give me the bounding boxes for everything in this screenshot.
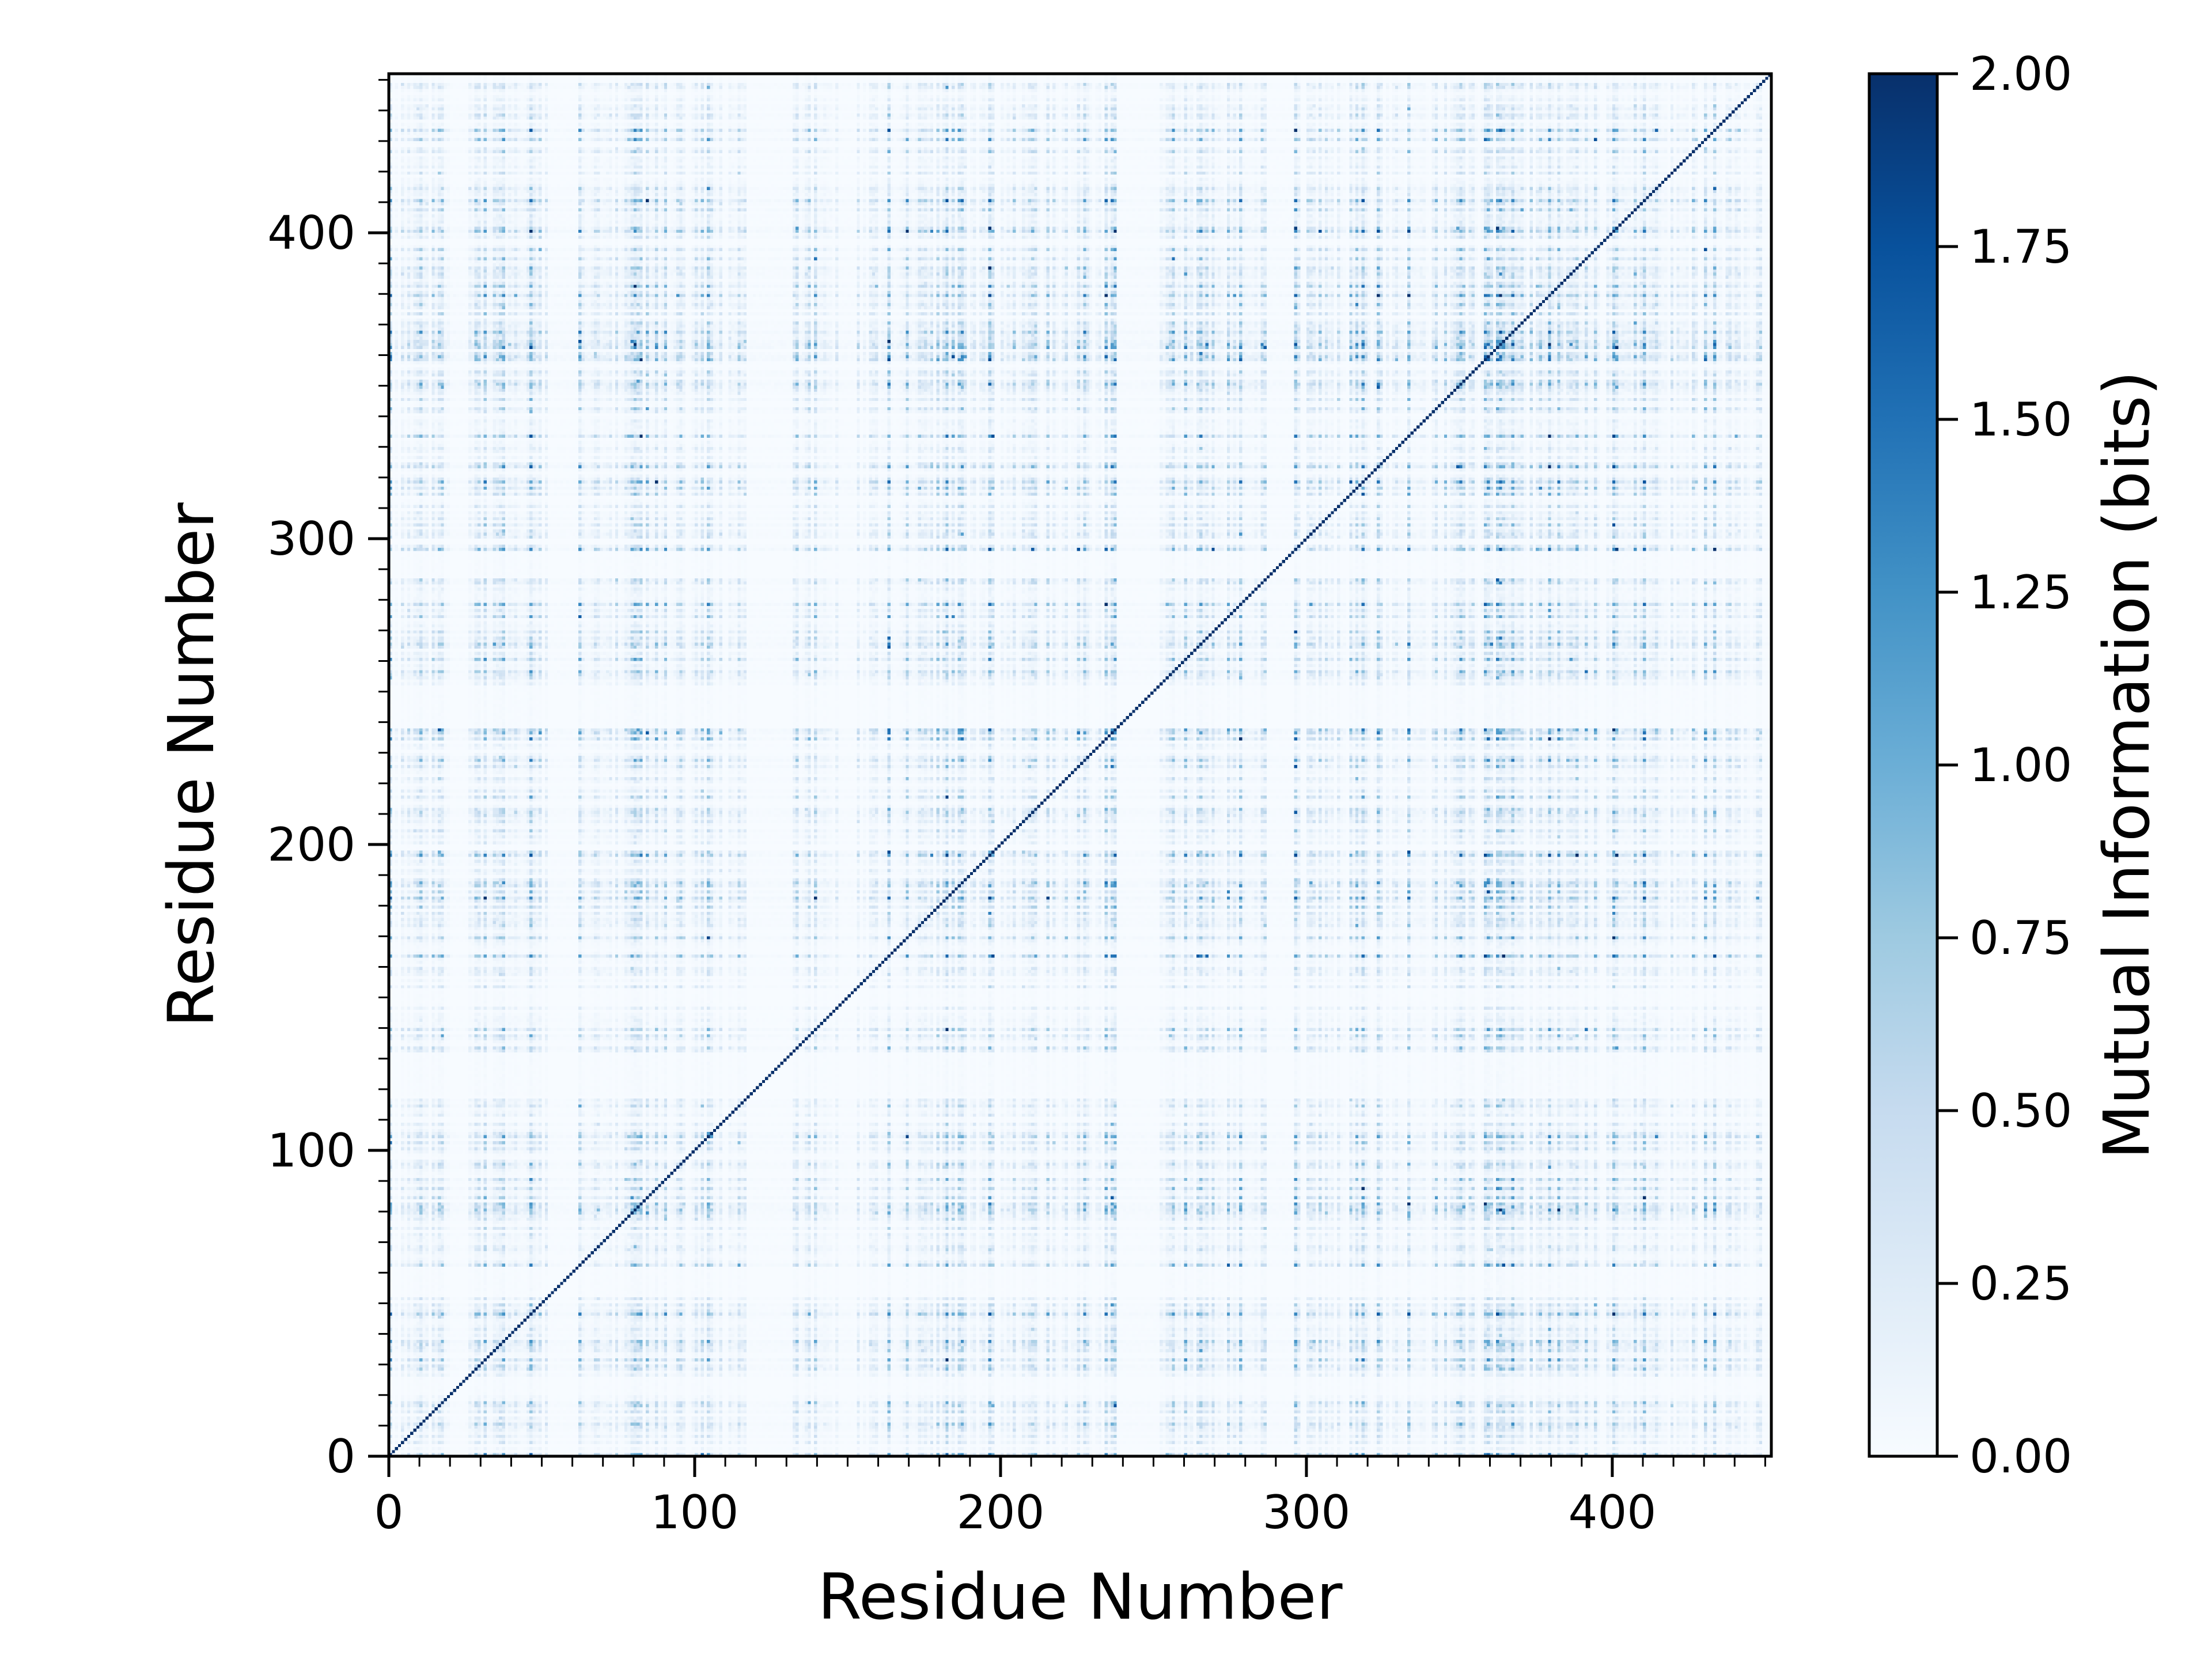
- x-axis-label: Residue Number: [817, 1560, 1343, 1634]
- heatmap-matrix: [389, 74, 1771, 1456]
- y-tick-label: 100: [267, 1124, 355, 1177]
- x-tick-label: 400: [1569, 1486, 1657, 1539]
- y-axis-label: Residue Number: [154, 502, 228, 1028]
- colorbar-label: Mutual Information (bits): [2090, 371, 2164, 1160]
- colorbar-tick-label: 1.25: [1969, 566, 2072, 619]
- x-tick-label: 100: [651, 1486, 739, 1539]
- colorbar-tick-label: 0.00: [1969, 1430, 2072, 1483]
- colorbar-tick-label: 1.75: [1969, 220, 2072, 274]
- colorbar-tick-label: 0.75: [1969, 911, 2072, 965]
- y-tick-label: 0: [326, 1430, 355, 1483]
- y-tick-label: 200: [267, 818, 355, 872]
- y-tick-label: 300: [267, 512, 355, 566]
- y-tick-label: 400: [267, 206, 355, 260]
- heatmap-cells: [389, 74, 1771, 1456]
- y-axis: 0 100 200 300 400: [267, 79, 389, 1483]
- x-tick-label: 0: [374, 1486, 404, 1539]
- colorbar-tick-label: 0.50: [1969, 1084, 2072, 1138]
- x-tick-label: 200: [957, 1486, 1045, 1539]
- colorbar-tick-label: 0.25: [1969, 1257, 2072, 1310]
- colorbar-tick-label: 2.00: [1969, 47, 2072, 101]
- colorbar-tick-label: 1.50: [1969, 393, 2072, 446]
- colorbar-tick-label: 1.00: [1969, 738, 2072, 792]
- x-axis: 0 100 200 300 400: [374, 1456, 1766, 1539]
- x-tick-label: 300: [1263, 1486, 1351, 1539]
- heatmap-plot-frame: [387, 72, 1773, 1458]
- colorbar: [1868, 72, 1939, 1458]
- colorbar-axis: 0.00 0.25 0.50 0.75 1.00 1.25 1.50 1.75 2.00: [1937, 47, 2072, 1483]
